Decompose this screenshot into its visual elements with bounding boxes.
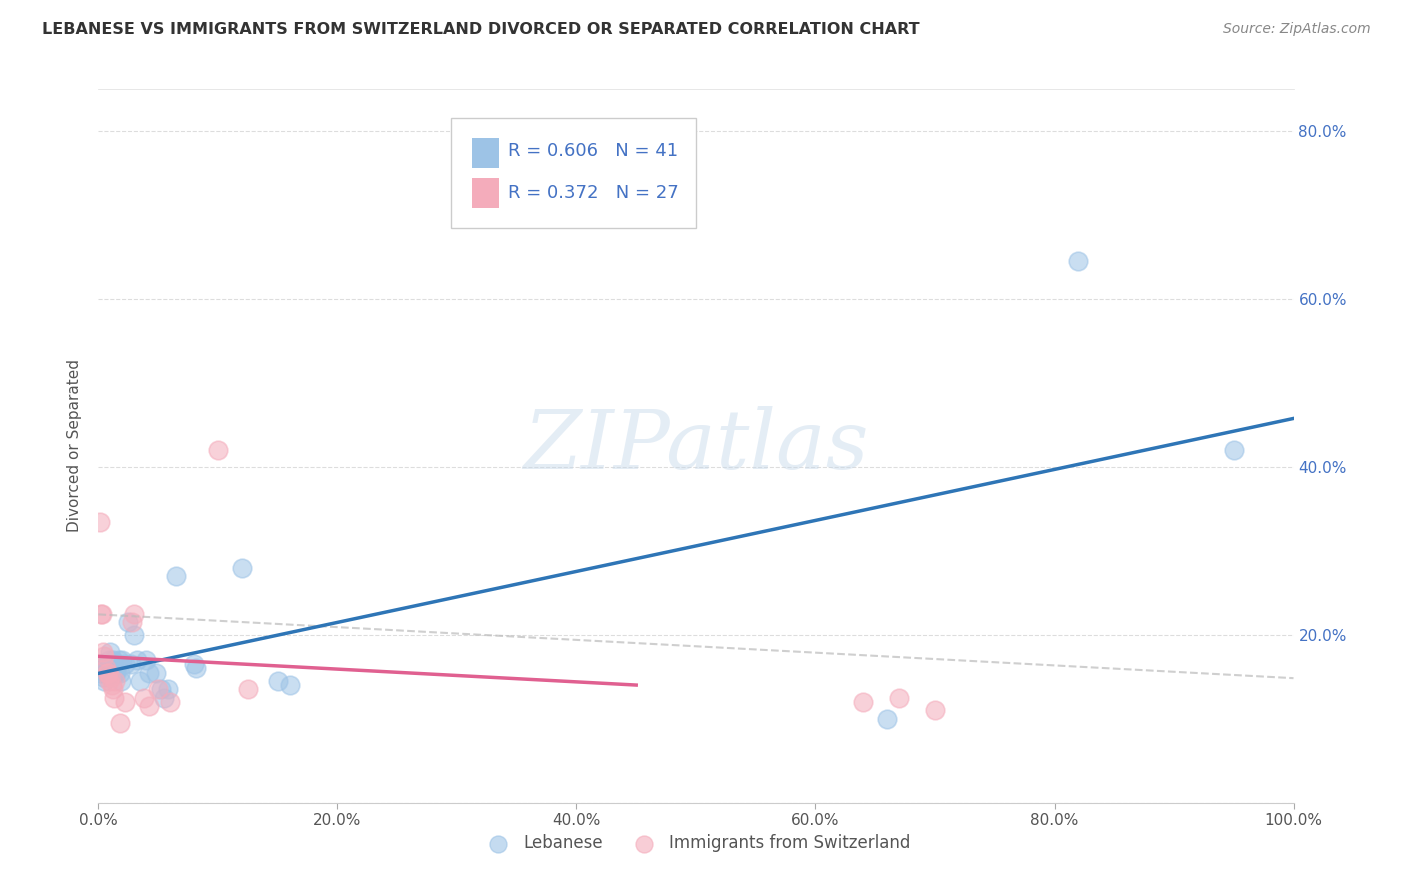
Point (97, 665, 120, 680)
Point (124, 628, 146, 642)
Point (267, 674, 290, 689)
Point (138, 665, 160, 680)
Point (103, 665, 125, 680)
Point (138, 699, 160, 714)
Point (145, 665, 167, 680)
Point (91, 661, 114, 675)
FancyBboxPatch shape (472, 137, 499, 168)
Point (91, 670, 114, 684)
Point (108, 665, 131, 680)
Point (96, 657, 118, 672)
Point (108, 716, 131, 731)
Point (153, 690, 176, 705)
Text: R = 0.372   N = 27: R = 0.372 N = 27 (509, 184, 679, 202)
Point (89, 515, 111, 529)
Legend: Lebanese, Immigrants from Switzerland: Lebanese, Immigrants from Switzerland (475, 828, 917, 859)
Point (236, 682, 259, 697)
Point (159, 695, 181, 709)
Point (98, 661, 122, 675)
Point (1067, 254, 1090, 268)
Point (149, 682, 172, 697)
Point (98, 670, 122, 684)
Point (125, 653, 148, 667)
Point (114, 657, 136, 672)
Point (104, 674, 127, 689)
Point (924, 703, 946, 717)
Point (97, 661, 120, 675)
FancyBboxPatch shape (472, 178, 499, 209)
Point (98, 645, 122, 659)
Point (165, 569, 187, 583)
Point (101, 653, 124, 667)
Point (889, 690, 911, 705)
Point (89, 665, 111, 680)
Point (100, 678, 122, 692)
Point (101, 682, 124, 697)
Point (186, 661, 208, 675)
Point (107, 653, 129, 667)
Point (876, 712, 898, 726)
Point (90, 657, 112, 672)
Point (91, 645, 114, 659)
Point (93, 648, 115, 663)
Point (103, 690, 125, 705)
Point (129, 674, 152, 689)
Point (105, 665, 128, 680)
Point (183, 657, 205, 672)
Point (1223, 443, 1246, 458)
Point (148, 682, 170, 697)
Point (94, 661, 117, 675)
Point (120, 657, 142, 672)
Point (110, 674, 132, 689)
Point (91, 607, 114, 621)
Point (104, 665, 127, 680)
Point (852, 695, 875, 709)
Point (96, 665, 118, 680)
Point (278, 678, 301, 692)
Point (135, 653, 157, 667)
Point (121, 615, 143, 630)
Point (94, 665, 117, 680)
Text: Source: ZipAtlas.com: Source: ZipAtlas.com (1223, 22, 1371, 37)
Point (124, 607, 146, 621)
Text: ZIPatlas: ZIPatlas (523, 406, 869, 486)
Point (111, 653, 134, 667)
Point (156, 682, 179, 697)
Point (90, 607, 112, 621)
Y-axis label: Divorced or Separated: Divorced or Separated (67, 359, 83, 533)
Point (117, 615, 139, 630)
Point (98, 674, 121, 689)
Point (132, 690, 155, 705)
FancyBboxPatch shape (451, 118, 696, 228)
Text: R = 0.606   N = 41: R = 0.606 N = 41 (509, 143, 679, 161)
Point (107, 657, 129, 672)
Point (100, 665, 122, 680)
Point (231, 560, 253, 574)
Point (98, 653, 121, 667)
Point (93, 674, 115, 689)
Point (207, 443, 229, 458)
Point (114, 695, 136, 709)
Text: LEBANESE VS IMMIGRANTS FROM SWITZERLAND DIVORCED OR SEPARATED CORRELATION CHART: LEBANESE VS IMMIGRANTS FROM SWITZERLAND … (42, 22, 920, 37)
